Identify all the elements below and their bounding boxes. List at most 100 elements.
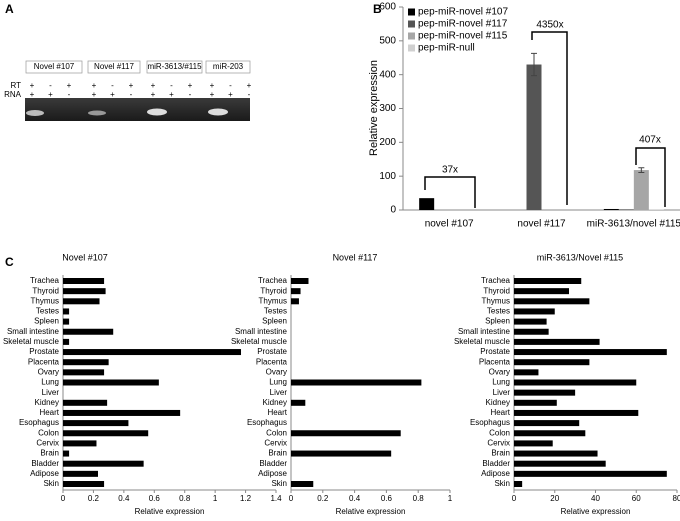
- bar: [514, 278, 582, 284]
- bar: [63, 359, 109, 366]
- bar: [514, 349, 667, 356]
- y-tick-label: Kidney: [35, 398, 59, 407]
- bracket: [531, 31, 568, 205]
- y-tick-label: Thymus: [482, 296, 510, 305]
- panel-label: B: [373, 2, 382, 16]
- lane-box: [25, 60, 83, 74]
- sign: +: [188, 81, 193, 90]
- y-tick-label: Prostate: [29, 347, 59, 356]
- sign: +: [110, 90, 115, 99]
- x-axis-label: Relative expression: [135, 507, 205, 516]
- bar: [63, 338, 70, 345]
- x-tick-label: 0: [289, 494, 294, 503]
- annotation: 407x: [639, 135, 661, 146]
- bar: [514, 318, 547, 325]
- legend-swatch: [408, 8, 415, 16]
- y-tick-label: Thymus: [259, 296, 287, 305]
- gel-band: [208, 108, 228, 116]
- y-tick-label: Heart: [490, 408, 510, 417]
- sign: -: [111, 81, 114, 90]
- y-axis-label: Relative expression: [368, 60, 380, 156]
- y-tick-label: Placenta: [28, 357, 60, 366]
- sign: +: [92, 90, 97, 99]
- row-label: RNA: [4, 90, 22, 99]
- y-tick-label: Lung: [269, 378, 287, 387]
- x-tick-label: 0.6: [149, 494, 161, 503]
- bar: [514, 288, 570, 295]
- y-tick-label: Adipose: [30, 469, 59, 478]
- lane-label: Novel #117: [94, 62, 134, 71]
- x-tick-label: 1.4: [270, 494, 282, 503]
- gel-band: [26, 110, 44, 116]
- lane-box: [205, 60, 251, 74]
- bar: [63, 399, 108, 406]
- bar: [63, 420, 129, 427]
- y-tick-label: Trachea: [30, 276, 60, 285]
- y-tick-label: Bladder: [31, 459, 59, 468]
- bar: [291, 450, 392, 457]
- y-tick-label: Liver: [270, 388, 288, 397]
- y-tick-label: Small intestine: [7, 327, 60, 336]
- y-tick-label: Lung: [492, 378, 510, 387]
- y-tick-label: Prostate: [480, 347, 510, 356]
- sign: +: [151, 81, 156, 90]
- bar: [63, 369, 105, 376]
- error-bar: [638, 167, 645, 173]
- bar: [63, 481, 105, 487]
- error-bar: [531, 52, 537, 77]
- sign: +: [30, 90, 35, 99]
- y-tick-label: Thyroid: [483, 286, 510, 295]
- y-tick-label: Skeletal muscle: [454, 337, 511, 346]
- x-tick-label: 80: [673, 494, 680, 503]
- row-label: RT: [10, 81, 21, 90]
- gel-image: [25, 98, 250, 121]
- y-tick-label: Skin: [271, 479, 287, 488]
- y-tick-label: Cervix: [487, 439, 510, 448]
- y-tick-label: Kidney: [486, 398, 510, 407]
- y-tick-label: Testes: [264, 307, 287, 316]
- bar: [514, 460, 606, 467]
- bar: [291, 481, 314, 487]
- bar: [63, 308, 70, 315]
- sign: +: [129, 81, 134, 90]
- sign: +: [210, 81, 215, 90]
- x-tick-label: 0: [512, 494, 517, 503]
- bar: [63, 409, 181, 416]
- y-tick-label: 100: [379, 171, 396, 182]
- y-tick-label: Colon: [489, 428, 510, 437]
- y-tick-label: Adipose: [258, 469, 287, 478]
- bar: [291, 278, 309, 284]
- y-tick-label: Testes: [487, 307, 510, 316]
- bar: [291, 298, 299, 305]
- bar: [514, 389, 576, 396]
- bar: [63, 450, 70, 457]
- x-tick-label: 40: [591, 494, 600, 503]
- y-tick-label: Bladder: [482, 459, 510, 468]
- y-tick-label: Heart: [39, 408, 59, 417]
- y-tick-label: Liver: [42, 388, 60, 397]
- y-tick-label: Esophagus: [19, 418, 59, 427]
- bar: [291, 379, 422, 386]
- x-tick-label: 20: [550, 494, 559, 503]
- gel-band: [147, 108, 167, 116]
- sign: +: [92, 81, 97, 90]
- sign: -: [49, 81, 52, 90]
- x-tick-label: 0.2: [317, 494, 329, 503]
- sign: +: [247, 81, 252, 90]
- legend-label: pep-miR-novel #117: [418, 19, 508, 30]
- bar: [514, 338, 600, 345]
- y-tick-label: Esophagus: [470, 418, 510, 427]
- panel-label: A: [5, 2, 14, 16]
- y-tick-label: 500: [379, 35, 396, 46]
- y-tick-label: Spleen: [485, 317, 510, 326]
- bar: [514, 481, 523, 487]
- bar: [63, 470, 98, 477]
- y-tick-label: Thyroid: [32, 286, 59, 295]
- chart-title: Novel #117: [333, 252, 378, 262]
- x-tick-label: 60: [632, 494, 641, 503]
- y-tick-label: Cervix: [36, 439, 59, 448]
- sign: +: [228, 90, 233, 99]
- bar: [514, 399, 557, 406]
- x-tick-label: 0.2: [88, 494, 100, 503]
